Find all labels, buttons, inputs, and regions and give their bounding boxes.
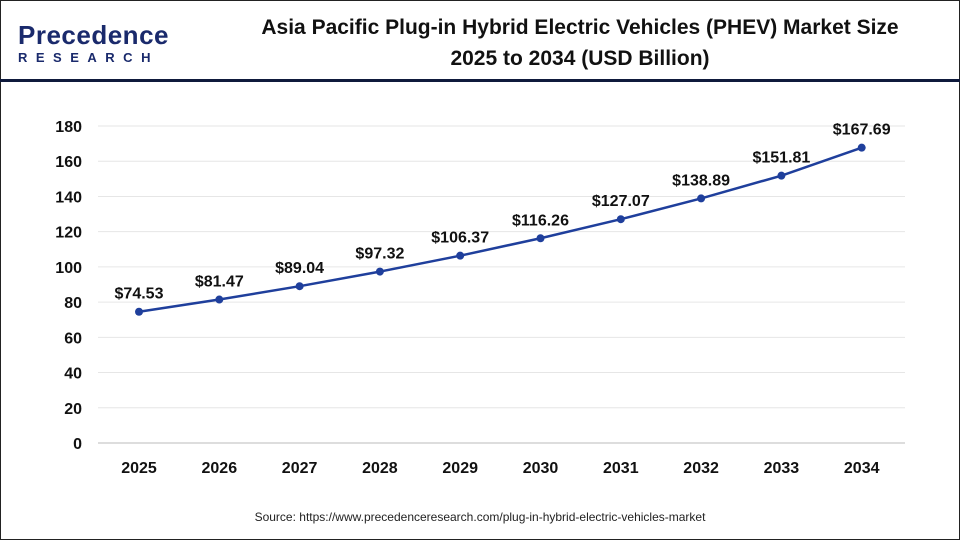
y-tick-label: 140: [55, 189, 82, 206]
x-tick-label: 2030: [523, 460, 559, 477]
y-tick-label: 180: [55, 119, 82, 136]
y-tick-label: 160: [55, 154, 82, 171]
data-point: [536, 234, 545, 243]
title-line2: 2025 to 2034 (USD Billion): [450, 47, 710, 70]
data-label: $167.69: [833, 122, 891, 139]
data-label: $151.81: [752, 150, 810, 167]
x-tick-label: 2025: [121, 460, 157, 477]
source-text: Source: https://www.precedenceresearch.c…: [254, 510, 706, 524]
data-point: [375, 267, 384, 276]
y-tick-label: 60: [64, 330, 82, 347]
data-label: $127.07: [592, 193, 650, 210]
data-label: $89.04: [275, 260, 324, 277]
logo-line1: Precedence: [18, 20, 169, 50]
data-label: $81.47: [195, 274, 244, 291]
data-label: $138.89: [672, 172, 730, 189]
data-point: [295, 282, 304, 291]
data-point: [857, 143, 866, 152]
x-tick-label: 2027: [282, 460, 318, 477]
data-point: [215, 295, 224, 304]
y-tick-label: 0: [73, 436, 82, 453]
header-divider: [0, 79, 960, 82]
data-label: $116.26: [512, 212, 569, 229]
data-point: [135, 307, 143, 316]
x-tick-label: 2033: [764, 460, 800, 477]
series-line: [138, 146, 863, 313]
data-label: $97.32: [355, 246, 404, 263]
logo: Precedence RESEARCH: [18, 22, 169, 65]
data-point: [616, 215, 625, 224]
data-label: $106.37: [431, 230, 489, 247]
x-tick-label: 2031: [603, 460, 639, 477]
x-tick-label: 2026: [202, 460, 238, 477]
y-tick-label: 40: [64, 366, 82, 383]
y-tick-label: 120: [55, 225, 82, 242]
data-point: [777, 171, 786, 180]
logo-line2: RESEARCH: [18, 50, 159, 65]
y-tick-label: 80: [64, 295, 82, 312]
y-tick-label: 100: [55, 260, 82, 277]
x-tick-label: 2029: [442, 460, 478, 477]
x-tick-label: 2034: [844, 460, 880, 477]
data-point: [456, 251, 465, 260]
chart-title: Asia Pacific Plug-in Hybrid Electric Veh…: [200, 12, 960, 74]
x-tick-label: 2032: [683, 460, 719, 477]
title-line1: Asia Pacific Plug-in Hybrid Electric Veh…: [261, 16, 899, 39]
data-point: [697, 194, 706, 203]
data-label: $74.53: [115, 286, 164, 303]
y-tick-label: 20: [64, 401, 82, 418]
x-tick-label: 2028: [362, 460, 398, 477]
